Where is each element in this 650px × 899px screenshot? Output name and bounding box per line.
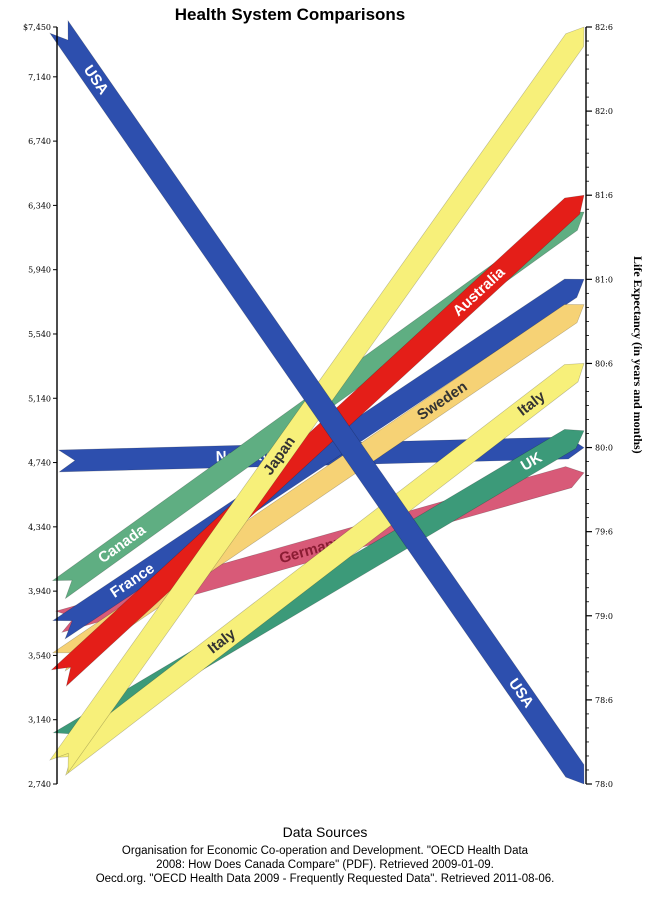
right-axis-title: Life Expectancy (in years and months) — [631, 256, 645, 454]
left-tick-label: 2,740 — [28, 780, 51, 789]
data-sources: Data Sources Organisation for Economic C… — [0, 824, 650, 886]
left-tick-label: 5,940 — [28, 266, 51, 275]
left-tick-label: 4,340 — [28, 523, 51, 532]
right-axis-life-expectancy: 82:6 82:0 81:6 81:0 80:6 80:0 79:6 79:0 78:6 78:0 — [585, 23, 613, 789]
right-tick-label: 82:6 — [595, 23, 613, 32]
right-tick-label: 80:6 — [595, 359, 613, 368]
left-tick-label: 7,140 — [28, 73, 51, 82]
left-axis-spending: $7,450 7,140 6,740 6,340 5,940 5,540 5,140 4,74… — [23, 23, 58, 789]
source-line-1: Organisation for Economic Co-operation a… — [121, 845, 529, 857]
right-tick-label: 79:6 — [595, 528, 613, 537]
right-tick-label: 78:6 — [595, 696, 613, 705]
right-tick-label: 78:0 — [595, 780, 613, 789]
right-tick-label: 81:6 — [595, 191, 613, 200]
right-tick-label: 81:0 — [595, 275, 613, 284]
ribbon-australia — [50, 194, 585, 687]
chart-title: Health System Comparisons — [175, 5, 406, 24]
source-line-3: Oecd.org. "OECD Health Data 2009 - Frequ… — [95, 873, 555, 885]
source-line-2: 2008: How Does Canada Compare" (PDF). Re… — [156, 859, 494, 871]
left-tick-label: 6,740 — [28, 137, 51, 146]
left-tick-label: 3,940 — [28, 587, 51, 596]
left-tick-label: 6,340 — [28, 201, 51, 210]
left-tick-label: 3,140 — [28, 716, 51, 725]
right-tick-label: 79:0 — [595, 612, 613, 621]
ribbon-usa — [49, 19, 585, 785]
sources-heading: Data Sources — [282, 824, 368, 840]
right-tick-label: 80:0 — [595, 444, 613, 453]
left-tick-label: 5,140 — [28, 394, 51, 403]
ribbon-layer: NorwayGermanyUKItalyItalyCanadaFranceSwe… — [49, 19, 585, 785]
right-tick-label: 82:0 — [595, 107, 613, 116]
left-tick-label: 5,540 — [28, 330, 51, 339]
left-tick-label: $7,450 — [23, 23, 51, 32]
left-tick-label: 4,740 — [28, 459, 51, 468]
left-tick-label: 3,540 — [28, 651, 51, 660]
